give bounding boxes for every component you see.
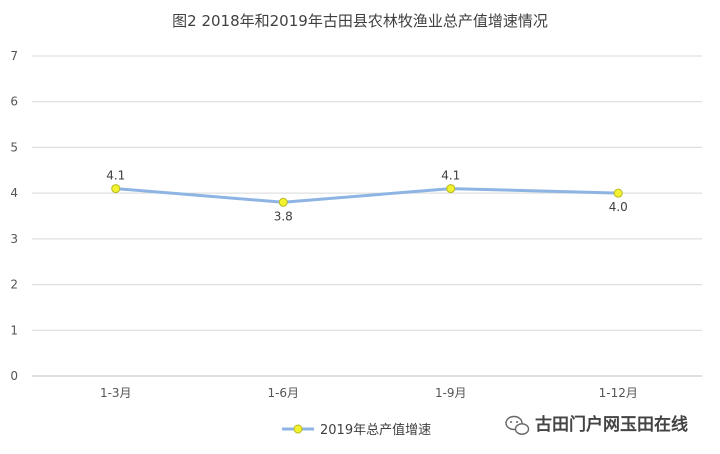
data-point [613, 188, 623, 198]
y-tick-label: 0 [10, 369, 18, 383]
data-label: 4.1 [441, 169, 460, 183]
data-point [446, 184, 456, 194]
data-label: 4.1 [106, 169, 125, 183]
y-tick-label: 5 [10, 140, 18, 154]
wechat-icon [505, 415, 530, 435]
data-label: 4.0 [609, 200, 628, 214]
y-tick-label: 7 [10, 49, 18, 63]
data-point [278, 197, 288, 207]
data-labels: 4.1 3.8 4.1 4.0 [106, 169, 628, 224]
x-tick-label: 1-9月 [435, 386, 467, 400]
data-label: 3.8 [274, 209, 293, 223]
series-line [114, 187, 620, 204]
y-tick-label: 2 [10, 278, 18, 292]
data-point [111, 184, 121, 194]
x-axis-ticks: 1-3月 1-6月 1-9月 1-12月 [100, 386, 638, 400]
series-layer [111, 184, 623, 207]
legend-marker-swatch [293, 424, 303, 434]
chart-title: 图2 2018年和2019年古田县农林牧渔业总产值增速情况 [172, 12, 548, 30]
watermark: 古田门户网玉田在线 [505, 414, 688, 435]
y-tick-label: 6 [10, 95, 18, 109]
x-tick-label: 1-3月 [100, 386, 132, 400]
x-tick-label: 1-12月 [599, 386, 638, 400]
x-tick-label: 1-6月 [267, 386, 299, 400]
y-axis-ticks: 0 1 2 3 4 5 6 7 [10, 49, 18, 383]
y-tick-label: 3 [10, 232, 18, 246]
gridlines [32, 55, 702, 377]
y-tick-label: 4 [10, 186, 18, 200]
legend: 2019年总产值增速 [282, 422, 431, 438]
y-tick-label: 1 [10, 323, 18, 337]
legend-label: 2019年总产值增速 [320, 422, 431, 438]
watermark-text: 古田门户网玉田在线 [535, 414, 688, 435]
